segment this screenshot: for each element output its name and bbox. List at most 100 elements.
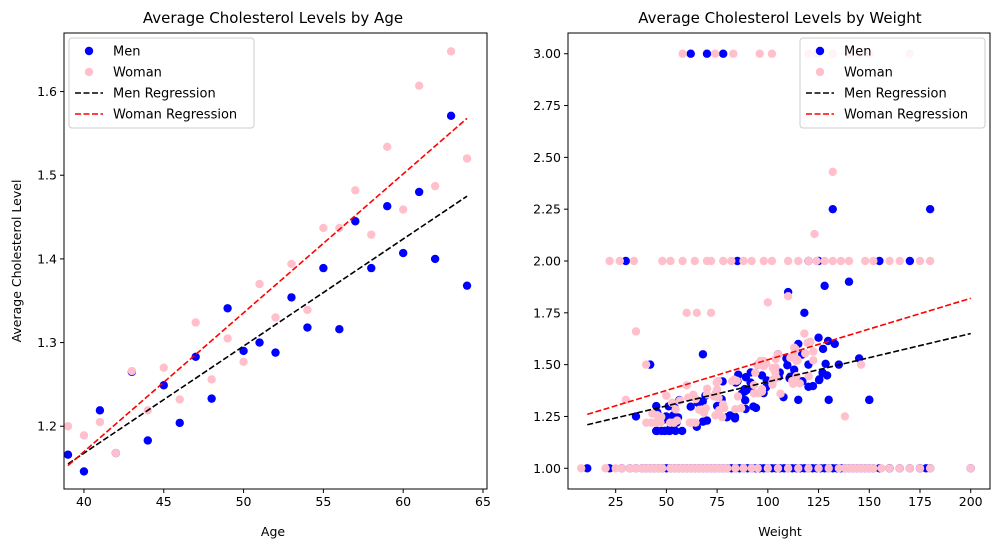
weight-chart-woman-point xyxy=(810,229,819,239)
age-chart-men-point xyxy=(303,323,312,332)
weight-chart-ytick-label: 3.00 xyxy=(533,46,561,61)
age-chart-woman-point xyxy=(95,417,105,427)
weight-chart-men-point xyxy=(828,204,837,214)
weight-chart-men-point xyxy=(814,333,823,342)
weight-chart-woman-point xyxy=(804,464,813,473)
weight-chart-men-point xyxy=(814,375,824,385)
weight-chart-woman-point xyxy=(773,464,783,473)
weight-chart-woman-point xyxy=(641,360,651,369)
age-chart-men-point xyxy=(271,348,280,357)
weight-chart-men-point xyxy=(719,49,728,58)
weight-chart-xtick-label: 50 xyxy=(658,494,674,509)
weight-chart-woman-point xyxy=(763,464,773,473)
weight-chart-woman-point xyxy=(733,392,743,401)
weight-chart-woman-point xyxy=(844,256,854,266)
age-chart-woman-point xyxy=(335,223,344,233)
age-chart-men-point xyxy=(95,406,105,415)
weight-chart-woman-point xyxy=(812,256,821,266)
weight-chart-woman-point xyxy=(665,418,675,427)
weight-chart-men-point xyxy=(875,256,884,266)
weight-chart-woman-point xyxy=(828,167,837,177)
weight-chart-legend-box xyxy=(799,37,986,129)
weight-chart-xtick-label: 75 xyxy=(709,494,725,509)
age-chart-woman-point xyxy=(462,154,472,163)
weight-chart-woman-point xyxy=(706,256,716,266)
weight-chart-woman-point xyxy=(966,464,975,473)
age-chart-men-point xyxy=(143,436,153,445)
age-chart-men-point xyxy=(398,248,408,258)
weight-chart-woman-point xyxy=(712,378,721,387)
age-chart-men-point xyxy=(351,217,360,226)
weight-chart-title: Average Cholesterol Levels by Weight xyxy=(638,9,922,27)
weight-chart-woman-point xyxy=(710,49,720,58)
age-chart-men-point xyxy=(446,111,456,121)
age-chart-woman-point xyxy=(63,422,73,431)
weight-chart-woman-point xyxy=(611,464,620,473)
weight-chart-woman-point xyxy=(869,256,878,266)
weight-chart-woman-point xyxy=(601,464,610,473)
weight-chart-woman-point xyxy=(861,256,870,266)
age-chart-xtick-label: 45 xyxy=(156,494,172,509)
age-chart-xtick-label: 50 xyxy=(236,494,252,509)
age-chart-xtick-label: 60 xyxy=(395,494,411,509)
weight-chart-woman-regression-line xyxy=(587,297,971,416)
weight-chart-men-point xyxy=(733,256,742,266)
age-chart: Average Cholesterol Levels by Age Age Av… xyxy=(9,9,491,539)
weight-chart-woman-point xyxy=(771,363,780,372)
weight-chart-woman-point xyxy=(915,256,925,266)
weight-chart-legend-label: Woman Regression xyxy=(844,108,968,123)
age-chart-woman-point xyxy=(319,223,328,233)
age-chart-men-point xyxy=(335,324,344,334)
age-chart-xtick-label: 40 xyxy=(76,494,92,509)
age-chart-legend-box xyxy=(68,37,255,129)
weight-chart-men-point xyxy=(905,256,915,266)
age-chart-legend-key-men xyxy=(84,46,94,56)
weight-chart-men-point xyxy=(783,361,792,370)
weight-chart-woman-point xyxy=(755,49,764,58)
age-chart-men-point xyxy=(287,293,296,302)
weight-chart-men-regression-line xyxy=(587,332,971,426)
weight-chart-woman-point xyxy=(809,347,818,356)
weight-chart-legend: Men Woman Men Regression Woman Regression xyxy=(799,37,986,129)
age-chart-men-point xyxy=(319,263,328,273)
weight-chart-men-point xyxy=(820,281,829,291)
weight-chart-woman-point xyxy=(834,464,844,473)
weight-chart-xtick-label: 125 xyxy=(807,494,831,509)
weight-chart-woman-point xyxy=(706,308,716,318)
weight-chart-men-point xyxy=(865,395,874,405)
weight-chart-woman-point xyxy=(692,308,702,318)
weight-chart-men-point xyxy=(621,256,631,266)
age-chart-woman-point xyxy=(430,181,440,191)
age-chart-legend-label: Men Regression xyxy=(113,87,216,102)
age-chart-legend-key-woman xyxy=(84,67,94,77)
age-chart-men-point xyxy=(430,254,440,264)
weight-chart-woman-point xyxy=(925,256,935,266)
weight-chart-men-point xyxy=(652,426,662,436)
age-chart-legend-label: Woman Regression xyxy=(113,108,237,123)
age-chart-woman-point xyxy=(191,318,200,327)
weight-chart-woman-point xyxy=(678,49,687,58)
weight-chart-woman-point xyxy=(731,464,740,473)
age-chart-men-point xyxy=(383,201,392,211)
weight-chart-woman-point xyxy=(800,349,810,358)
weight-chart-woman-point xyxy=(804,256,813,266)
weight-chart-woman-point xyxy=(800,329,809,338)
weight-chart-men-point xyxy=(698,417,708,426)
weight-chart-men-point xyxy=(686,402,695,411)
age-chart-woman-point xyxy=(367,230,376,239)
weight-chart-frame xyxy=(567,32,991,490)
weight-chart-woman-point xyxy=(820,256,829,266)
age-chart-ytick-label: 1.3 xyxy=(37,335,57,350)
weight-chart-men-point xyxy=(583,464,592,473)
age-chart-men-point xyxy=(367,263,376,273)
weight-chart-men-point xyxy=(830,339,839,349)
weight-chart-men-point xyxy=(804,382,813,392)
age-chart-woman-point xyxy=(223,334,232,343)
age-chart-ytick-label: 1.2 xyxy=(37,419,57,434)
age-chart-woman-point xyxy=(207,375,216,384)
age-chart-woman-point xyxy=(414,81,424,90)
weight-chart-xlabel: Weight xyxy=(758,524,802,539)
weight-chart-woman-point xyxy=(925,464,935,473)
weight-chart-woman-point xyxy=(671,405,680,414)
weight-chart-woman-point xyxy=(895,256,904,266)
